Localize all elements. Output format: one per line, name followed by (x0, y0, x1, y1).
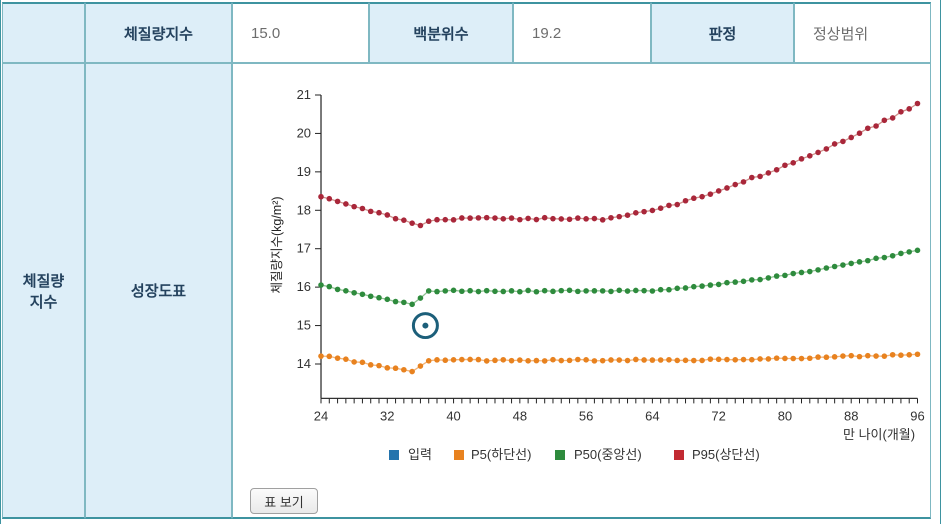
svg-text:48: 48 (512, 408, 526, 423)
svg-text:14: 14 (296, 355, 310, 370)
svg-text:80: 80 (777, 408, 791, 423)
svg-text:18: 18 (296, 202, 310, 217)
svg-text:96: 96 (910, 408, 924, 423)
svg-text:20: 20 (296, 125, 310, 140)
svg-text:24: 24 (313, 408, 327, 423)
svg-text:16: 16 (296, 279, 310, 294)
svg-text:19: 19 (296, 163, 310, 178)
svg-text:72: 72 (711, 408, 725, 423)
svg-text:56: 56 (578, 408, 592, 423)
svg-text:88: 88 (843, 408, 857, 423)
svg-text:40: 40 (446, 408, 460, 423)
svg-text:32: 32 (380, 408, 394, 423)
svg-text:64: 64 (645, 408, 659, 423)
svg-text:17: 17 (296, 240, 310, 255)
svg-text:15: 15 (296, 317, 310, 332)
svg-text:21: 21 (296, 86, 310, 101)
